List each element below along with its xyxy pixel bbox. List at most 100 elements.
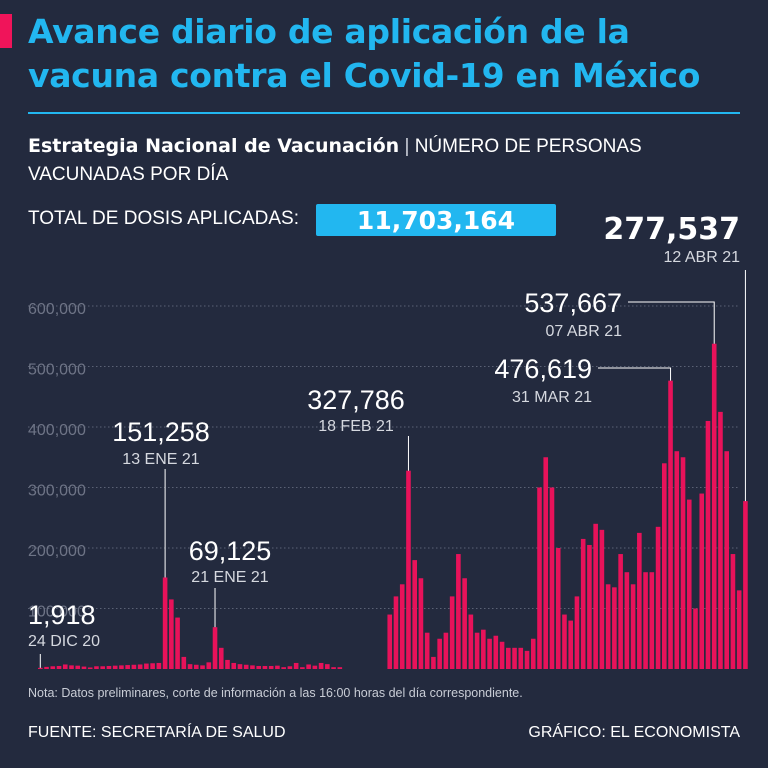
bar bbox=[711, 343, 717, 669]
bar bbox=[287, 666, 293, 669]
bar bbox=[94, 666, 99, 669]
bar bbox=[506, 647, 511, 669]
bar bbox=[225, 659, 230, 669]
leader-line bbox=[628, 301, 715, 344]
annotation-date: 07 ABR 21 bbox=[546, 323, 623, 340]
bar bbox=[268, 665, 274, 669]
bar bbox=[587, 544, 592, 669]
annotations: 1,918 24 DIC 20 151,258 13 ENE 21 69,125 21 E… bbox=[28, 212, 746, 668]
bar bbox=[131, 664, 137, 669]
bar bbox=[187, 664, 193, 669]
bar bbox=[218, 647, 224, 669]
bar-series bbox=[38, 343, 748, 669]
bar bbox=[75, 665, 81, 669]
total-doses-value: 11,703,164 bbox=[316, 204, 556, 236]
annotation-date: 18 FEB 21 bbox=[318, 418, 394, 435]
bar bbox=[212, 627, 218, 669]
bar bbox=[119, 665, 124, 669]
bar bbox=[493, 635, 499, 669]
annotation-value: 327,786 bbox=[307, 385, 405, 415]
bar bbox=[300, 667, 305, 669]
bar bbox=[555, 548, 561, 669]
bar bbox=[680, 457, 686, 669]
bar bbox=[518, 647, 524, 669]
bar bbox=[312, 665, 318, 669]
daily-vaccination-chart: 100,000 200,000 300,000 400,000 500,000 600,0… bbox=[28, 212, 748, 669]
bar bbox=[530, 638, 536, 669]
bar bbox=[655, 526, 661, 669]
annotation-value: 537,667 bbox=[524, 288, 622, 318]
bar bbox=[281, 667, 286, 669]
bar bbox=[468, 614, 474, 669]
title-accent-bar bbox=[0, 14, 12, 48]
bar bbox=[293, 662, 299, 669]
bar bbox=[543, 457, 549, 669]
bar bbox=[524, 650, 530, 669]
bar bbox=[443, 632, 449, 669]
title-divider bbox=[28, 112, 740, 114]
bar bbox=[736, 590, 742, 669]
bar bbox=[624, 572, 630, 669]
bar bbox=[337, 667, 343, 669]
source-credit: FUENTE: SECRETARÍA DE SALUD bbox=[28, 724, 286, 741]
bar bbox=[62, 664, 68, 669]
bar bbox=[593, 523, 598, 669]
bar bbox=[418, 578, 424, 669]
bar bbox=[499, 641, 505, 669]
bar bbox=[175, 617, 180, 669]
bar bbox=[200, 665, 205, 669]
bar bbox=[206, 662, 212, 669]
bar bbox=[106, 665, 112, 669]
bar bbox=[137, 664, 143, 669]
bar bbox=[674, 451, 680, 669]
y-tick-label: 400,000 bbox=[28, 422, 86, 439]
bar bbox=[574, 596, 580, 669]
subtitle-description: NÚMERO DE PERSONAS VACUNADAS POR DÍA bbox=[28, 136, 642, 185]
bar bbox=[194, 664, 199, 669]
bar bbox=[705, 420, 711, 669]
annotation-value: 1,918 bbox=[28, 600, 96, 630]
bar bbox=[643, 572, 648, 669]
bar bbox=[318, 662, 324, 669]
bar bbox=[743, 501, 748, 669]
bar bbox=[69, 665, 74, 669]
annotation-value: 277,537 bbox=[603, 212, 740, 247]
bar bbox=[87, 667, 93, 669]
annotation-date: 24 DIC 20 bbox=[28, 633, 100, 650]
bar bbox=[250, 665, 255, 669]
bar bbox=[156, 662, 162, 669]
bar bbox=[399, 584, 405, 669]
bar bbox=[668, 380, 673, 669]
y-tick-label: 300,000 bbox=[28, 483, 86, 500]
bar bbox=[237, 664, 243, 669]
bar bbox=[724, 451, 729, 669]
bar bbox=[44, 666, 49, 669]
data-note: Nota: Datos preliminares, corte de infor… bbox=[28, 686, 523, 700]
bar bbox=[699, 493, 705, 669]
bar bbox=[637, 532, 642, 669]
leader-line bbox=[598, 367, 672, 381]
bar bbox=[169, 599, 174, 669]
bar bbox=[686, 499, 692, 669]
bar bbox=[568, 620, 573, 669]
bar bbox=[487, 638, 492, 669]
page-title: Avance diario de aplicación de la vacuna… bbox=[28, 12, 701, 95]
bar bbox=[481, 629, 486, 669]
annotation-value: 69,125 bbox=[189, 536, 272, 566]
bar bbox=[431, 656, 436, 669]
bar bbox=[231, 662, 237, 669]
bar bbox=[599, 529, 605, 669]
bar bbox=[306, 664, 311, 669]
bar bbox=[38, 667, 43, 669]
bar bbox=[424, 632, 430, 669]
y-tick-label: 600,000 bbox=[28, 301, 86, 318]
annotation-value: 476,619 bbox=[494, 354, 592, 384]
bar bbox=[393, 596, 399, 669]
total-doses-label: TOTAL DE DOSIS APLICADAS: bbox=[28, 208, 300, 229]
annotation-date: 12 ABR 21 bbox=[664, 249, 741, 266]
bar bbox=[456, 554, 461, 669]
bar bbox=[262, 665, 268, 669]
y-tick-label: 200,000 bbox=[28, 543, 86, 560]
bar bbox=[474, 632, 480, 669]
bar bbox=[630, 584, 636, 669]
